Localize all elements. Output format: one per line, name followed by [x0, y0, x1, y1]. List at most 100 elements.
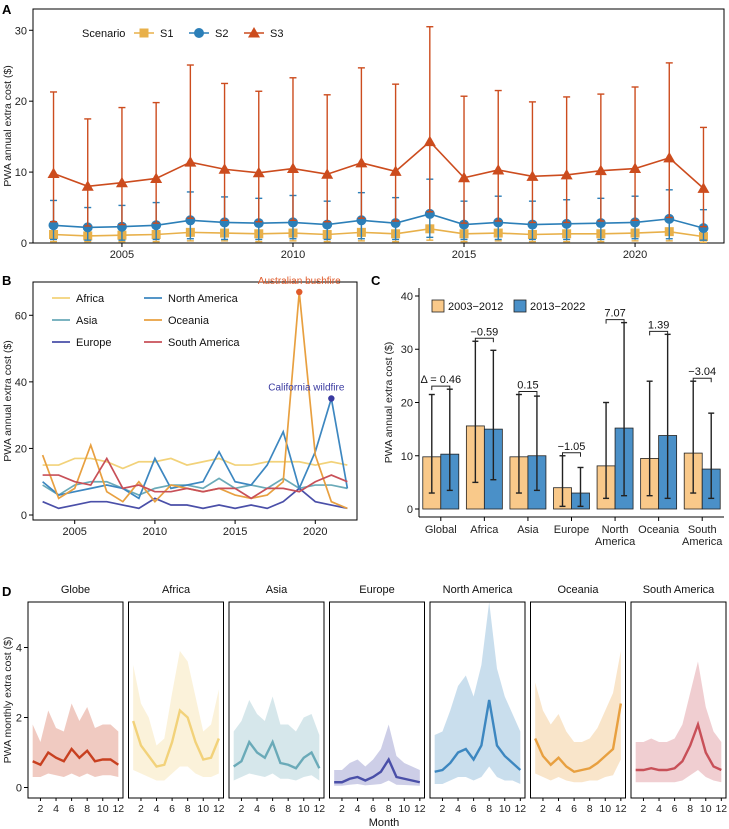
facet-globe-frame	[27, 601, 124, 799]
facet-europe-xtick-label: 2	[339, 803, 345, 815]
facet-asia-xtick-label: 6	[270, 803, 276, 815]
category-europe-delta-bracket	[562, 452, 581, 457]
facet-north-america-ribbon	[434, 602, 521, 784]
facet-oceania-xtick-label: 10	[599, 803, 611, 815]
panel-d-y-axis-title: PWA monthly extra cost ($)	[2, 637, 14, 764]
legend-s2-marker	[194, 28, 204, 38]
facet-south-america-xtick-label: 4	[656, 803, 662, 815]
category-south-america-delta-bracket	[692, 377, 712, 383]
facet-oceania-title: Oceania	[558, 584, 600, 596]
series-s3-point	[355, 156, 368, 168]
category-north-america-tick-label: North	[602, 524, 629, 536]
facet-africa-frame	[128, 601, 224, 799]
series-s3-point	[115, 176, 128, 188]
series-s3-point	[389, 165, 402, 176]
facet-globe-xtick-label: 6	[69, 803, 75, 815]
category-africa-delta-label: −0.59	[470, 326, 498, 338]
legend-oceania-label: Oceania	[168, 315, 210, 327]
facet-globe-xtick-label: 2	[38, 803, 44, 815]
facet-africa-xtick-label: 12	[213, 803, 225, 815]
panel-c-ytick-label: 40	[401, 291, 413, 303]
panel-a-ytick-label: 0	[21, 238, 27, 250]
panel-c-ytick-label: 30	[401, 344, 413, 356]
category-global-tick-label: Global	[425, 524, 457, 536]
facet-oceania-xtick-label: 8	[587, 803, 593, 815]
facet-oceania-xtick-label: 6	[571, 803, 577, 815]
panel-c-ytick-label: 20	[401, 398, 413, 410]
legend-europe-label: Europe	[76, 337, 111, 349]
panel-b-y-axis-title: PWA annual extra cost ($)	[2, 340, 14, 462]
category-oceania-delta-label: 1.39	[648, 319, 669, 331]
facet-europe-title: Europe	[359, 584, 394, 596]
facet-asia-xtick-label: 2	[239, 803, 245, 815]
series-s3-point	[286, 162, 299, 174]
legend-s2-label: S2	[215, 28, 228, 40]
facet-globe-xtick-label: 8	[84, 803, 90, 815]
annotation-australian-bushfire: Australian bushfire	[258, 276, 341, 287]
panel-c-ytick-label: 10	[401, 451, 413, 463]
series-s3-point	[252, 166, 265, 178]
series-south-america-line	[42, 456, 348, 500]
panel-b-xtick-label: 2010	[143, 526, 167, 538]
panel-a-xtick-label: 2020	[623, 249, 647, 261]
facet-europe-xtick-label: 12	[414, 803, 426, 815]
facet-europe-xtick-label: 8	[386, 803, 392, 815]
panel-letter-a: A	[2, 2, 12, 17]
legend-2013-2022-swatch	[513, 299, 527, 313]
series-s3-point	[629, 162, 642, 174]
facet-africa-xtick-label: 8	[185, 803, 191, 815]
category-asia-delta-bracket	[518, 391, 538, 396]
category-south-america-tick-label: South	[688, 524, 717, 536]
panel-a-ytick-label: 10	[15, 167, 27, 179]
panel-d-ytick-label: 2	[16, 713, 22, 725]
legend-title: Scenario	[82, 28, 125, 40]
facet-africa-title: Africa	[162, 584, 191, 596]
panel-a-scenario-chart: 0 10 20 30 2005 2010 2015 2020 PWA annual extra …	[2, 8, 725, 261]
facet-africa-xtick-label: 4	[154, 803, 160, 815]
series-s3-line	[53, 140, 705, 189]
facet-europe-xtick-label: 6	[370, 803, 376, 815]
facet-asia-frame	[228, 601, 325, 799]
facet-oceania-xtick-label: 12	[615, 803, 627, 815]
panel-d-x-axis-title: Month	[369, 817, 400, 829]
facet-north-america-xtick-label: 12	[514, 803, 526, 815]
facet-globe-xtick-label: 12	[112, 803, 124, 815]
facet-asia-xtick-label: 12	[313, 803, 325, 815]
facet-globe-xtick-label: 4	[53, 803, 59, 815]
category-south-america-delta-label: −3.04	[688, 366, 716, 378]
facet-north-america-xtick-label: 8	[486, 803, 492, 815]
facet-south-america-mean-line	[635, 720, 722, 772]
facet-oceania-mean-line	[534, 703, 623, 774]
facet-north-america-mean-line	[434, 699, 522, 773]
legend-s3-label: S3	[270, 28, 283, 40]
legend-africa-label: Africa	[76, 293, 105, 305]
panel-b-ytick-label: 60	[15, 310, 27, 322]
legend-s1-label: S1	[160, 28, 173, 40]
facet-africa-ribbon	[133, 651, 219, 781]
series-s2-point	[82, 222, 93, 233]
category-north-america-tick-label: America	[595, 536, 636, 548]
facet-south-america-xtick-label: 2	[641, 803, 647, 815]
panel-b-ytick-label: 0	[21, 510, 27, 522]
facet-oceania-xtick-label: 2	[540, 803, 546, 815]
panel-a-y-axis-title: PWA annual extra cost ($)	[2, 65, 14, 187]
series-s3-point	[150, 172, 163, 183]
series-north-america-line	[42, 398, 349, 500]
category-europe-delta-label: −1.05	[558, 441, 586, 453]
annotation-california-wildfire-point	[328, 395, 335, 402]
facet-north-america-xtick-label: 2	[440, 803, 446, 815]
series-s2-line	[53, 213, 704, 229]
panel-d-ytick-label: 4	[16, 643, 22, 655]
facet-europe-frame	[329, 601, 425, 799]
facet-asia-ribbon	[233, 696, 320, 781]
panel-letter-b: B	[2, 273, 11, 288]
series-europe-line	[42, 487, 348, 510]
annotation-california-wildfire: California wildfire	[268, 383, 345, 394]
category-south-america-tick-label: America	[682, 536, 723, 548]
panel-a-ytick-label: 20	[15, 96, 27, 108]
panel-b-xtick-label: 2005	[62, 526, 86, 538]
facet-south-america-xtick-label: 12	[715, 803, 727, 815]
facet-south-america-frame	[630, 601, 727, 799]
